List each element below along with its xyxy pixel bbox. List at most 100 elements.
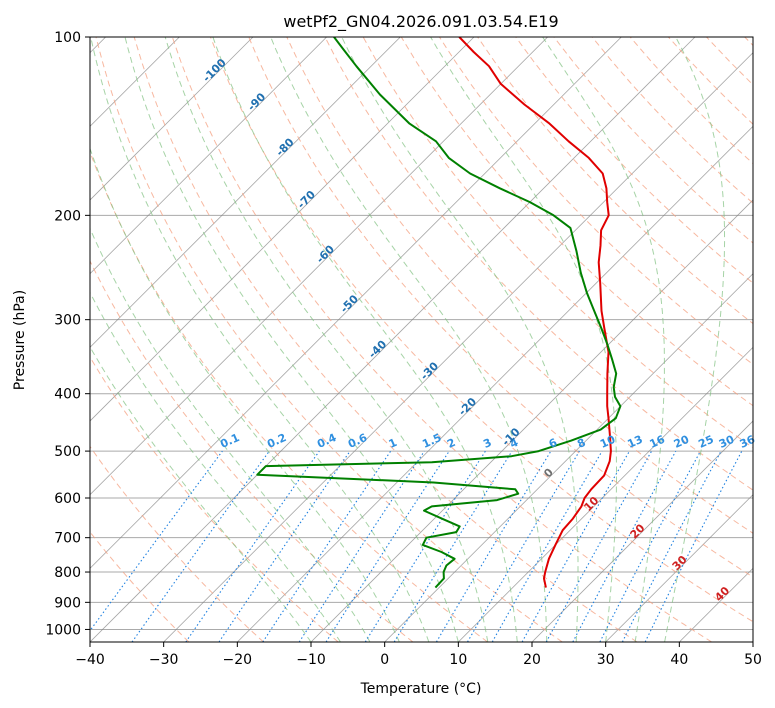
mixing-ratio-label: 0.1 — [218, 431, 241, 451]
moist-adiabat — [90, 291, 341, 642]
mixing-ratio-line — [467, 450, 580, 642]
dry-adiabat — [515, 37, 753, 284]
dry-adiabat — [210, 37, 753, 623]
x-tick-label: −10 — [296, 652, 326, 668]
y-tick-label: 300 — [54, 313, 81, 329]
isotherm-label: -10 — [499, 425, 522, 448]
dry-adiabat — [706, 37, 753, 86]
isotherm-label: -60 — [314, 242, 337, 265]
chart-title: wetPf2_GN04.2026.091.03.54.E19 — [283, 12, 558, 32]
isotherm-line — [90, 37, 327, 275]
moist-adiabats — [90, 37, 726, 642]
isobar-gridlines — [90, 37, 753, 630]
isotherm-label: -80 — [273, 135, 296, 158]
moist-adiabat — [542, 37, 665, 642]
mixing-ratio-label: 1 — [387, 436, 399, 451]
x-axis-ticks: −40 −30 −20 −10 0 10 20 30 40 50 — [75, 642, 762, 668]
y-tick-label: 1000 — [45, 622, 81, 638]
isotherm-label: -50 — [338, 292, 361, 315]
mixing-ratio-line — [599, 450, 701, 642]
x-tick-label: 0 — [380, 652, 389, 668]
isotherm-label: -90 — [245, 90, 268, 113]
moist-adiabat — [664, 37, 726, 642]
plot-area — [90, 37, 753, 642]
isotherm-label: 20 — [628, 521, 648, 541]
isotherm-line — [237, 125, 753, 642]
dry-adiabat — [591, 37, 753, 204]
isotherm-line — [384, 273, 753, 642]
x-axis-label: Temperature (°C) — [360, 681, 482, 697]
x-tick-label: 50 — [744, 652, 762, 668]
isotherm-line — [531, 420, 753, 642]
isotherm-lines — [90, 37, 753, 642]
isotherm-line — [90, 37, 622, 569]
mixing-ratio-label: 0.2 — [265, 431, 288, 451]
y-tick-label: 900 — [54, 595, 81, 611]
isotherm-label: -70 — [295, 188, 318, 211]
mixing-ratio-line — [218, 450, 351, 642]
dry-adiabat — [744, 37, 753, 47]
mixing-ratio-label: 1.5 — [420, 431, 443, 451]
dry-adiabat — [90, 259, 414, 642]
x-tick-label: −40 — [75, 652, 105, 668]
y-tick-label: 700 — [54, 531, 81, 547]
isotherm-line — [679, 567, 753, 642]
mixing-ratio-label: 25 — [696, 433, 715, 451]
y-axis-ticks: 100 200 300 400 500 600 700 800 900 1000 — [45, 30, 90, 638]
mixing-ratio-label: 8 — [575, 436, 587, 451]
moist-adiabat — [164, 37, 489, 642]
moist-adiabat — [341, 37, 579, 642]
y-tick-label: 100 — [54, 30, 81, 46]
x-tick-label: −20 — [223, 652, 253, 668]
moist-adiabat — [90, 37, 430, 642]
mixing-ratio-label: 30 — [717, 433, 737, 451]
dry-adiabat — [133, 37, 638, 642]
dry-adiabat — [286, 37, 753, 534]
y-tick-label: 800 — [54, 565, 81, 581]
mixing-ratio-label: 36 — [738, 433, 758, 451]
mixing-ratio-label: 2 — [445, 436, 457, 451]
isotherm-line — [605, 494, 753, 642]
x-tick-label: 10 — [449, 652, 467, 668]
moist-adiabat — [90, 227, 371, 642]
mixing-ratio-line — [325, 450, 450, 642]
x-tick-label: 30 — [597, 652, 615, 668]
mixing-ratio-line — [131, 450, 270, 642]
y-tick-label: 400 — [54, 387, 81, 403]
moist-adiabat — [212, 37, 518, 642]
mixing-ratio-line — [435, 450, 552, 642]
y-axis-label: Pressure (hPa) — [12, 290, 28, 390]
mixing-ratio-line — [545, 450, 653, 642]
mixing-ratio-line — [298, 450, 425, 642]
mixing-ratio-line — [90, 450, 223, 632]
mixing-ratio-line — [262, 450, 392, 642]
dry-adiabat — [90, 531, 190, 642]
mixing-ratio-line — [572, 450, 677, 642]
dry-adiabat — [90, 356, 339, 642]
dry-adiabat — [668, 37, 753, 125]
dry-adiabat — [248, 37, 753, 578]
isotherm-line — [90, 37, 254, 201]
isotherm-line — [90, 37, 548, 496]
isotherm-line — [458, 346, 753, 642]
x-tick-label: −30 — [149, 652, 179, 668]
moist-adiabat — [124, 37, 459, 642]
mixing-ratio-line — [393, 450, 513, 642]
dry-adiabat — [95, 37, 563, 642]
y-tick-label: 500 — [54, 444, 81, 460]
isotherm-line — [90, 37, 401, 348]
isotherm-label: -100 — [200, 56, 229, 85]
moist-adiabat — [270, 37, 548, 642]
mixing-ratio-label: 20 — [672, 433, 692, 451]
mixing-ratio-label: 13 — [625, 433, 644, 451]
temperature-line — [458, 37, 612, 588]
dry-adiabat — [90, 445, 264, 642]
dry-adiabat — [90, 150, 488, 642]
mixing-ratio-line — [644, 450, 743, 642]
moist-adiabat — [90, 147, 400, 642]
x-tick-label: 20 — [523, 652, 541, 668]
dewpoint-line — [256, 37, 622, 589]
x-tick-label: 40 — [670, 652, 688, 668]
mixing-ratio-line — [521, 450, 630, 642]
